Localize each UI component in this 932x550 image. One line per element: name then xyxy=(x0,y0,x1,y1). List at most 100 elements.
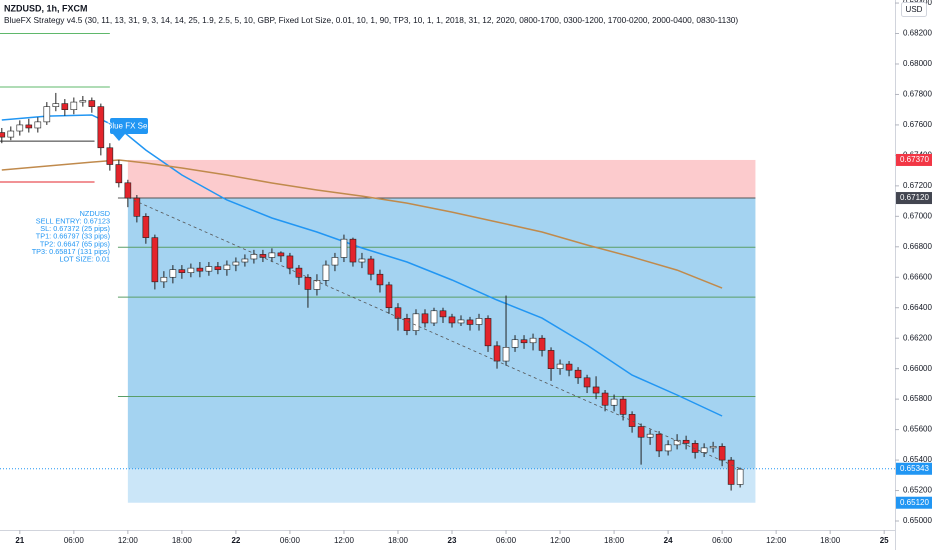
info-line: LOT SIZE: 0.01 xyxy=(59,255,110,264)
candle-body xyxy=(655,433,663,452)
candle-body xyxy=(304,276,312,290)
candle-body xyxy=(133,197,141,217)
candle-body xyxy=(7,130,15,138)
candle-body xyxy=(169,269,177,278)
candle-body xyxy=(547,350,555,369)
candle-body xyxy=(277,252,285,257)
candle-body xyxy=(196,267,204,272)
candle-body xyxy=(232,261,240,266)
y-tick-label: 0.68000 xyxy=(903,59,932,68)
candle-body xyxy=(214,266,222,270)
y-tick-label: 0.65800 xyxy=(903,394,932,403)
candle-body xyxy=(718,446,726,461)
candle-body xyxy=(646,433,654,438)
y-tick-label: 0.67600 xyxy=(903,120,932,129)
candle-body xyxy=(160,276,168,283)
candle-body xyxy=(151,237,159,283)
candle-body xyxy=(421,313,429,324)
chart-subtitle: BlueFX Strategy v4.5 (30, 11, 13, 31, 9,… xyxy=(4,15,738,25)
y-tick-label: 0.67800 xyxy=(903,90,932,99)
chart-title: NZDUSD, 1h, FXCM xyxy=(4,3,88,13)
candle-body xyxy=(412,313,420,331)
price-tag xyxy=(896,153,932,166)
x-tick-label: 22 xyxy=(231,536,240,545)
candle-body xyxy=(529,337,537,344)
candle-body xyxy=(601,392,609,406)
y-tick-label: 0.66000 xyxy=(903,364,932,373)
candle-body xyxy=(727,459,735,485)
candle-body xyxy=(223,264,231,270)
candle-body xyxy=(403,318,411,331)
x-tick-label: 24 xyxy=(664,536,673,545)
candle-body xyxy=(367,258,375,275)
axes: 0.684000.682000.680000.678000.676000.674… xyxy=(15,0,932,545)
candle-body xyxy=(448,316,456,324)
price-tag xyxy=(896,192,932,205)
x-tick-label: 25 xyxy=(880,536,889,545)
candle-body xyxy=(124,182,132,199)
price-tag-label: 0.65343 xyxy=(900,464,929,473)
trend-line xyxy=(127,197,741,470)
price-tag-label: 0.67370 xyxy=(900,155,929,164)
x-tick-label: 12:00 xyxy=(118,536,139,545)
candle-body xyxy=(538,337,546,351)
y-tick-label: 0.66200 xyxy=(903,333,932,342)
currency-box[interactable] xyxy=(901,2,927,17)
candle-body xyxy=(52,103,60,107)
candle-body xyxy=(457,319,465,324)
plot-area xyxy=(0,33,895,503)
candle-body xyxy=(142,216,150,238)
candle-body xyxy=(709,446,717,449)
candle-body xyxy=(349,238,357,263)
candle-body xyxy=(682,439,690,444)
y-tick-label: 0.65600 xyxy=(903,425,932,434)
candle-body xyxy=(340,238,348,258)
price-axis xyxy=(895,0,932,550)
x-tick-label: 18:00 xyxy=(820,536,841,545)
candle-body xyxy=(34,121,42,129)
candle-body xyxy=(502,347,510,362)
candle-body xyxy=(583,377,591,388)
candle-body xyxy=(70,101,78,110)
candle-body xyxy=(79,100,87,103)
zone xyxy=(127,468,756,503)
x-tick-label: 21 xyxy=(15,536,24,545)
y-tick-label: 0.65000 xyxy=(903,516,932,525)
candle-body xyxy=(16,124,24,132)
candle-body xyxy=(430,310,438,324)
candle-body xyxy=(628,414,636,427)
candle-body xyxy=(331,257,339,266)
candle-body xyxy=(0,132,6,138)
y-tick-label: 0.66600 xyxy=(903,272,932,281)
candle-body xyxy=(700,447,708,453)
x-tick-label: 06:00 xyxy=(64,536,85,545)
info-line: SELL ENTRY: 0.67123 xyxy=(36,217,110,226)
x-tick-label: 18:00 xyxy=(172,536,193,545)
price-tag xyxy=(896,496,932,509)
candle-body xyxy=(619,398,627,415)
x-tick-label: 06:00 xyxy=(712,536,733,545)
candle-body xyxy=(394,307,402,319)
candle-body xyxy=(286,255,294,269)
candle-body xyxy=(574,369,582,379)
candle-body xyxy=(241,258,249,263)
candle-body xyxy=(322,264,330,281)
x-tick-label: 18:00 xyxy=(388,536,409,545)
y-tick-label: 0.65200 xyxy=(903,486,932,495)
x-tick-label: 12:00 xyxy=(550,536,571,545)
candle-body xyxy=(97,106,105,149)
candle-body xyxy=(259,254,267,258)
x-tick-label: 12:00 xyxy=(334,536,355,545)
candle-body xyxy=(25,124,33,129)
candle-body xyxy=(268,252,276,258)
x-tick-label: 06:00 xyxy=(280,536,301,545)
candle-body xyxy=(313,280,321,290)
candle-body xyxy=(520,339,528,344)
candle-body xyxy=(376,273,384,286)
y-tick-label: 0.66400 xyxy=(903,303,932,312)
candle-body xyxy=(187,267,195,273)
moving-average xyxy=(1,159,723,289)
currency: USD xyxy=(906,5,923,14)
info-line: TP1: 0.66797 (33 pips) xyxy=(36,232,110,241)
